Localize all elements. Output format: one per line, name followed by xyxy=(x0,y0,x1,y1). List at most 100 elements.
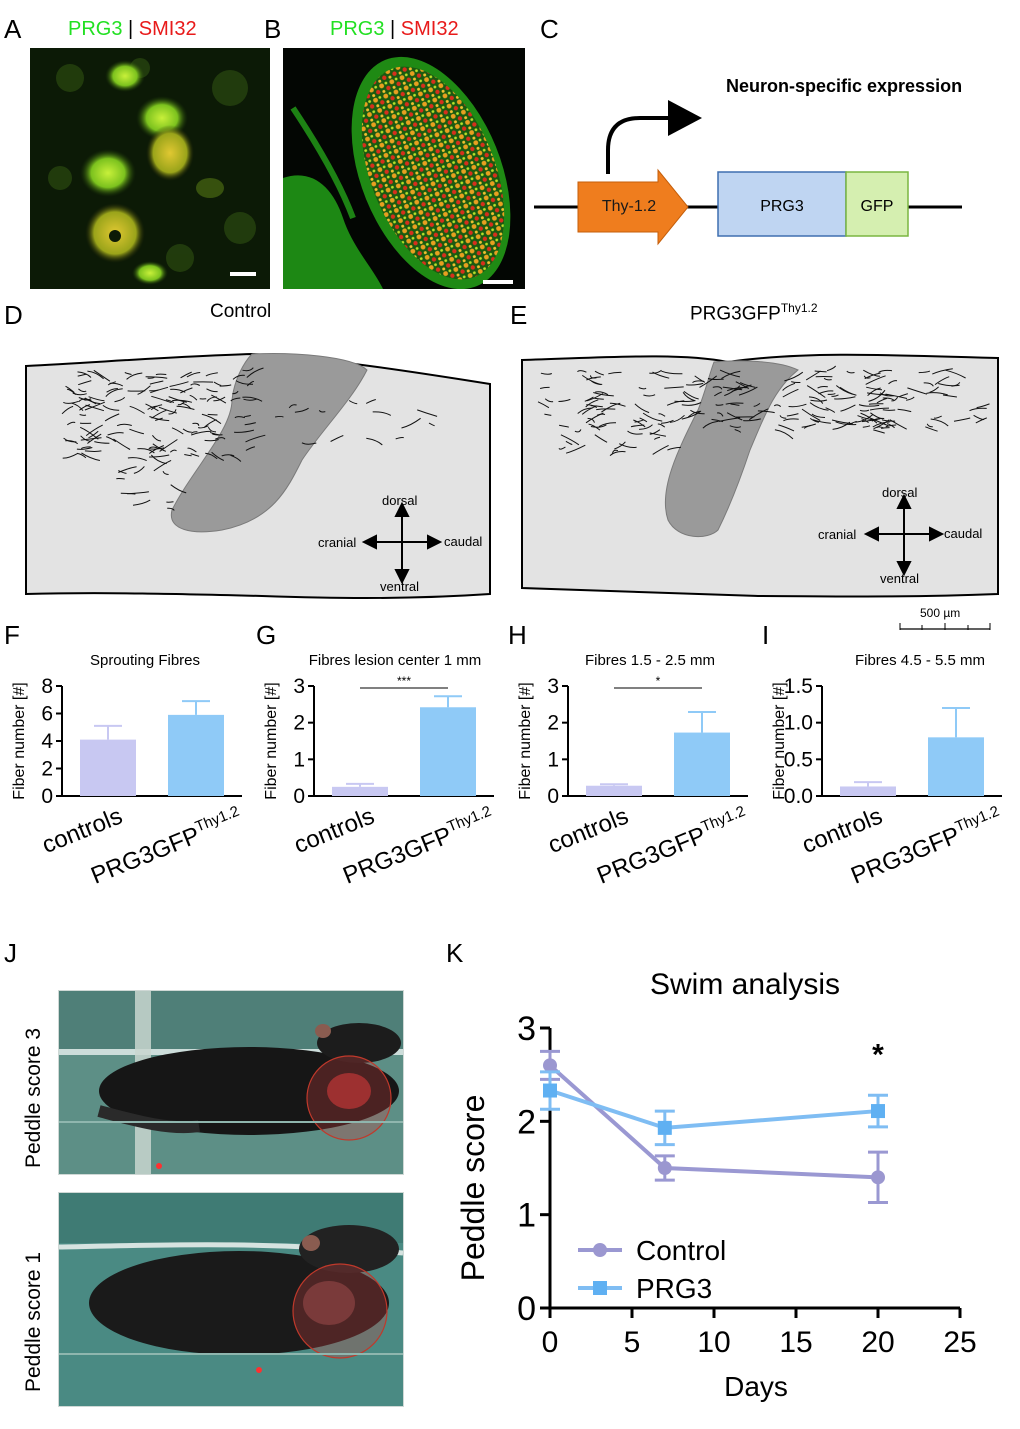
fibre-trace xyxy=(858,404,880,407)
fibre-trace xyxy=(93,369,111,382)
fibre-trace xyxy=(809,402,829,411)
fibre-trace xyxy=(245,446,256,451)
fibre-trace xyxy=(835,421,857,426)
fibre-trace xyxy=(873,429,885,434)
fibre-trace xyxy=(885,393,908,399)
fibre-trace xyxy=(638,387,647,390)
fibre-trace xyxy=(61,405,74,415)
fibre-trace xyxy=(63,400,79,404)
y-tick-label: 0 xyxy=(293,785,305,808)
fibre-trace xyxy=(244,414,251,417)
fibre-trace xyxy=(94,441,110,444)
series-line-control xyxy=(548,1063,879,1180)
fibre-trace xyxy=(969,407,987,412)
fibre-trace xyxy=(137,385,151,395)
fibre-trace xyxy=(832,421,851,430)
fibre-trace xyxy=(113,438,131,450)
fibre-trace xyxy=(246,381,255,387)
fibre-trace xyxy=(114,396,126,403)
fibre-trace xyxy=(211,433,223,436)
transcription-arrowhead xyxy=(668,100,702,136)
fibre-trace xyxy=(207,426,217,433)
panel-label-h: H xyxy=(508,620,527,650)
panel-label-i: I xyxy=(762,620,770,650)
fibre-trace xyxy=(687,410,702,418)
fibre-trace xyxy=(878,369,893,373)
fibre-trace xyxy=(246,367,264,378)
fibre-trace xyxy=(275,415,284,418)
fibre-trace xyxy=(891,396,899,402)
fibre-trace xyxy=(810,399,828,402)
y-tick-label: 3 xyxy=(547,675,559,698)
fibre-trace xyxy=(933,415,942,419)
stain-prg3: PRG3 xyxy=(68,18,123,40)
fibre-trace xyxy=(814,370,827,373)
fibre-trace xyxy=(898,393,908,398)
fibre-trace xyxy=(172,399,193,403)
fibre-trace xyxy=(782,388,799,398)
fibre-trace xyxy=(586,404,598,409)
fibre-trace xyxy=(133,466,145,474)
fibre-trace xyxy=(106,436,117,443)
fibre-trace xyxy=(652,371,670,379)
fibre-trace xyxy=(658,413,666,417)
fibre-trace xyxy=(926,392,948,396)
fibre-trace xyxy=(77,371,92,378)
fibre-trace xyxy=(823,377,832,381)
scale-bar-500um xyxy=(899,623,991,630)
fibre-trace xyxy=(614,441,626,450)
fibre-trace xyxy=(149,389,160,392)
fibre-trace xyxy=(953,417,971,422)
fibre-trace xyxy=(683,390,699,400)
scale-label-500um: 500 µm xyxy=(920,606,961,620)
fibre-trace xyxy=(942,394,957,398)
stain-separator: | xyxy=(128,18,134,40)
stain-legend-a: PRG3 | SMI32 xyxy=(68,18,197,41)
fibre-trace xyxy=(213,381,222,386)
stain-prg3: PRG3 xyxy=(330,18,385,40)
fibre-trace xyxy=(210,431,220,436)
fibre-trace xyxy=(191,431,198,434)
fibre-trace xyxy=(690,409,705,415)
fibre-trace xyxy=(932,368,953,375)
fibre-trace xyxy=(120,492,136,495)
y-tick-label: 2 xyxy=(41,758,53,781)
fibre-trace xyxy=(79,404,91,411)
fibre-trace xyxy=(560,434,580,446)
construct-title: Neuron-specific expression xyxy=(726,76,963,96)
section-tracing-prg3 xyxy=(521,353,999,598)
panel-label-g: G xyxy=(256,620,277,650)
fibre-trace xyxy=(649,429,661,435)
fibre-trace xyxy=(873,419,890,430)
fibre-trace xyxy=(77,373,87,377)
panel-label-f: F xyxy=(4,620,20,650)
fibre-trace xyxy=(634,419,645,423)
fibre-trace xyxy=(669,414,685,423)
fibre-trace xyxy=(590,424,607,428)
fibre-trace xyxy=(78,380,92,386)
y-axis-label: Fiber number [#] xyxy=(263,682,280,799)
fibre-trace xyxy=(779,415,787,419)
fibre-trace xyxy=(867,392,888,396)
fibre-trace xyxy=(864,372,881,380)
fibre-trace xyxy=(180,371,192,379)
fibre-trace xyxy=(417,409,438,417)
fibre-trace xyxy=(664,386,684,389)
fibre-trace xyxy=(80,437,102,441)
fibre-trace xyxy=(926,423,933,428)
y-tick-label: 4 xyxy=(41,730,53,753)
fibre-trace xyxy=(686,382,704,386)
fibre-trace xyxy=(868,389,886,402)
fibre-trace xyxy=(808,396,824,404)
fibre-trace xyxy=(151,409,167,419)
fibre-trace xyxy=(230,397,241,402)
stain-smi32: SMI32 xyxy=(400,18,459,40)
fibre-trace xyxy=(653,436,661,440)
category-label-controls: controls xyxy=(798,803,886,860)
fibre-trace xyxy=(876,397,888,404)
fibre-trace xyxy=(594,370,604,376)
fibre-trace xyxy=(863,369,880,377)
fibre-trace xyxy=(587,417,595,423)
